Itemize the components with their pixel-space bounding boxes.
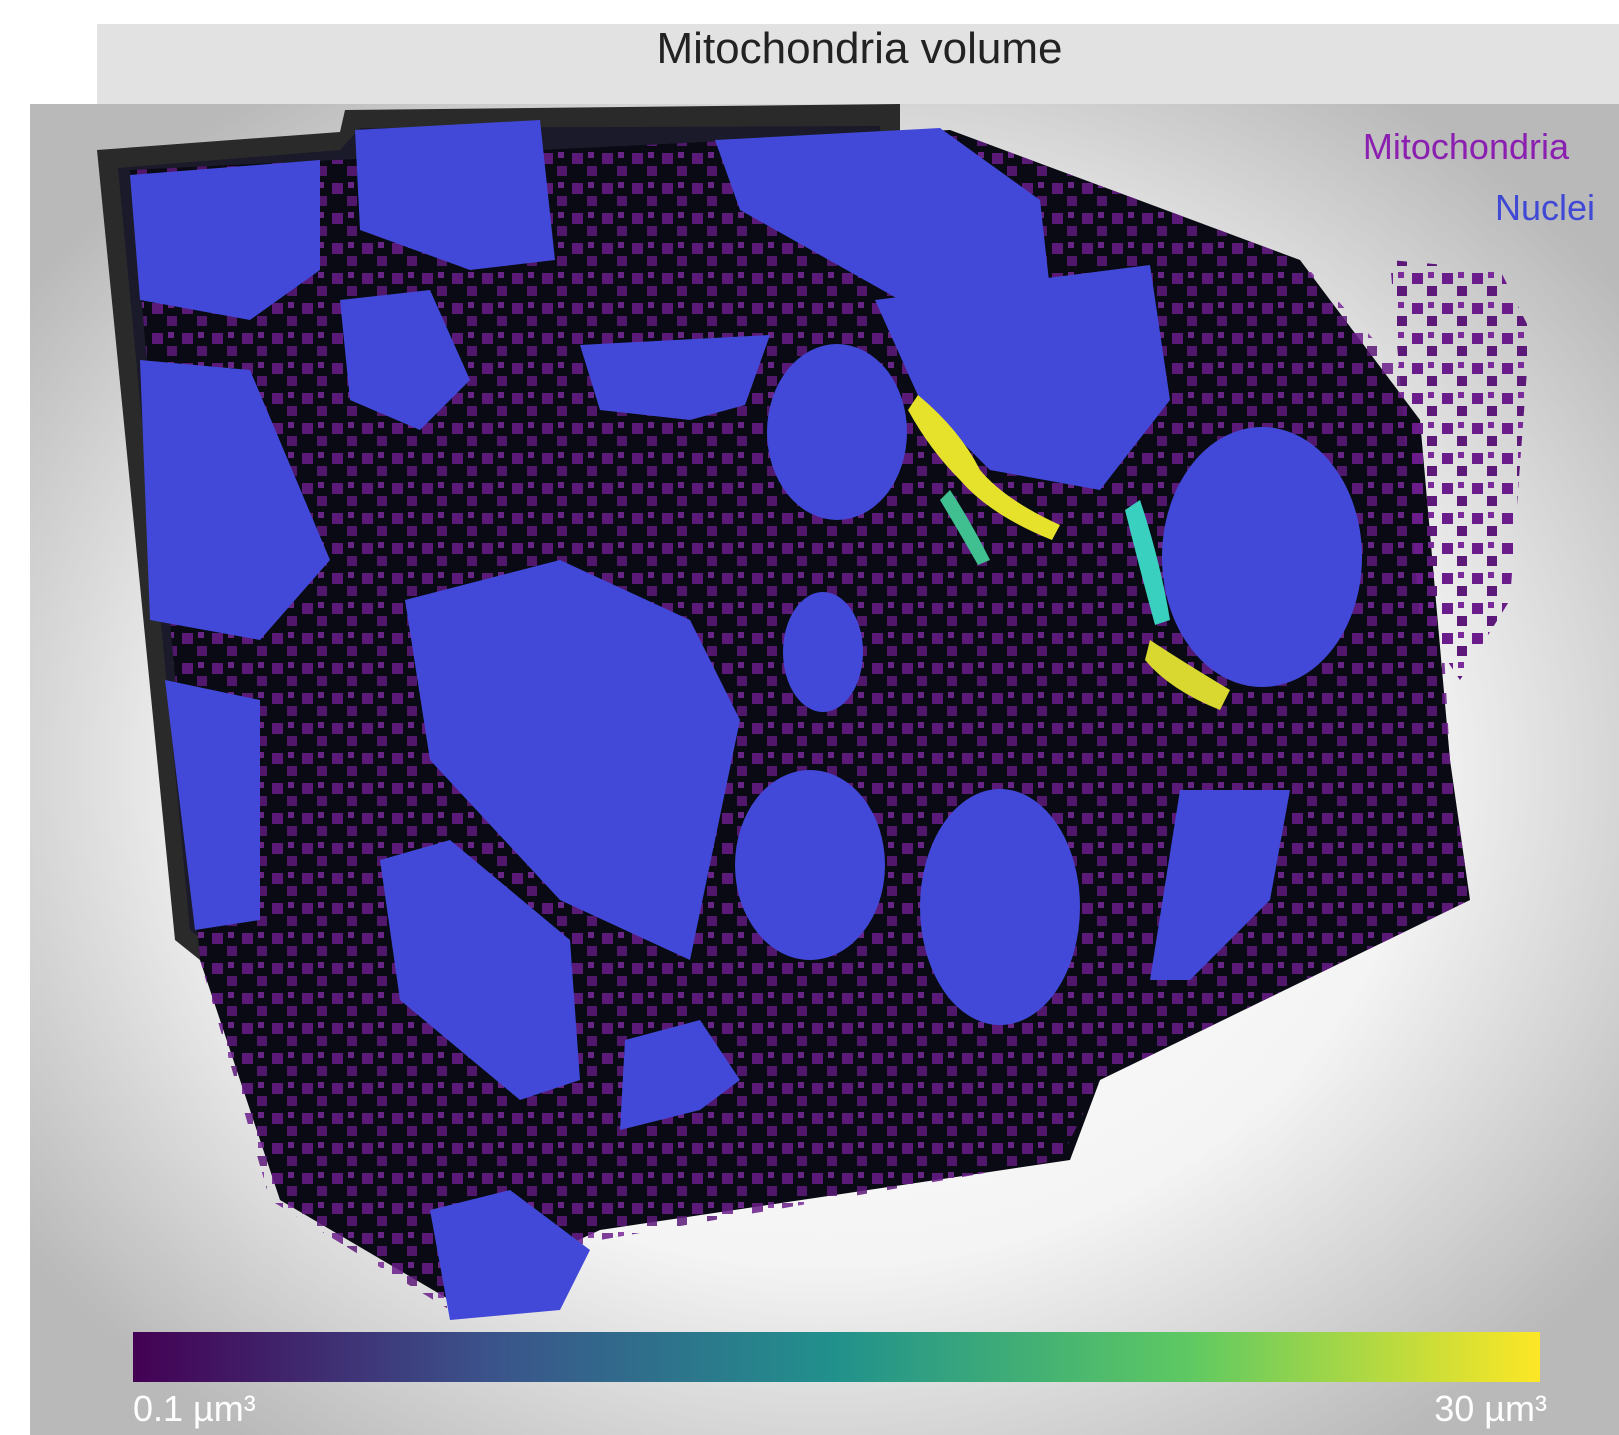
mitochondria-cluster-right xyxy=(1390,260,1530,680)
nucleus xyxy=(1162,427,1362,687)
nucleus xyxy=(920,789,1080,1025)
nucleus xyxy=(620,1020,740,1130)
nucleus xyxy=(165,680,260,930)
large-mitochondrion xyxy=(1145,640,1230,710)
nucleus xyxy=(783,592,863,712)
nucleus xyxy=(130,160,320,320)
nucleus xyxy=(340,290,470,430)
nucleus xyxy=(875,265,1170,490)
colorbar-min-label: 0.1 µm³ xyxy=(133,1388,256,1429)
figure-title: Mitochondria volume xyxy=(656,24,1063,73)
nucleus xyxy=(580,335,770,420)
nucleus xyxy=(735,770,885,960)
colorbar-max-label: 30 µm³ xyxy=(1434,1388,1547,1429)
medium-mitochondrion xyxy=(1125,500,1170,625)
nucleus xyxy=(715,128,1050,300)
nucleus xyxy=(767,344,907,520)
medium-mitochondrion xyxy=(940,490,990,565)
large-mitochondrion xyxy=(908,395,1060,540)
nucleus xyxy=(355,120,555,270)
nucleus xyxy=(380,840,580,1100)
nuclei-group xyxy=(130,120,1362,1320)
nucleus xyxy=(1150,790,1290,980)
title-panel xyxy=(97,24,1619,106)
legend-nuclei: Nuclei xyxy=(1494,187,1595,228)
nucleus xyxy=(430,1190,590,1320)
nucleus xyxy=(405,560,740,960)
legend-mitochondria: Mitochondria xyxy=(1362,126,1569,167)
colorbar xyxy=(133,1332,1540,1382)
nucleus xyxy=(140,360,330,640)
